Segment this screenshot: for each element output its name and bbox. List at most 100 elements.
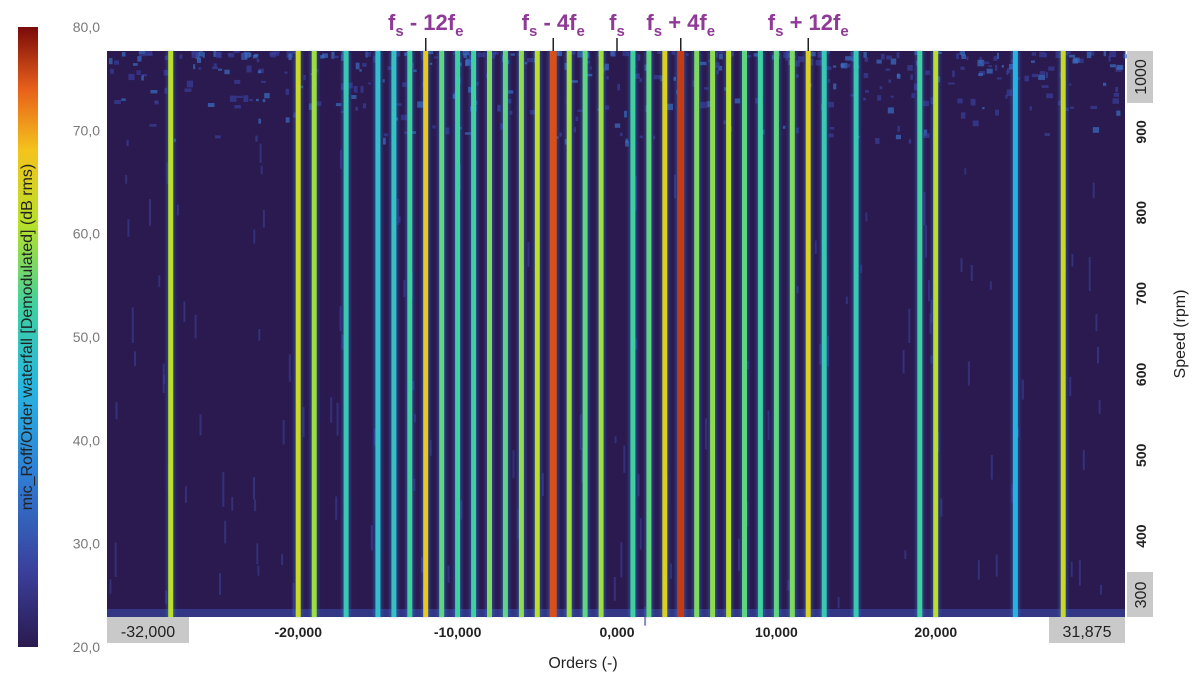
noise-speck — [1045, 72, 1048, 79]
noise-speck — [865, 90, 869, 93]
noise-speck — [158, 275, 161, 287]
noise-speck — [276, 52, 280, 56]
noise-speck — [613, 577, 616, 601]
noise-speck — [911, 93, 915, 98]
order-line — [455, 51, 461, 617]
noise-speck — [559, 132, 563, 137]
noise-speck — [236, 95, 243, 98]
annotation-label: fs — [609, 10, 625, 40]
speed-tick-label: 600 — [1133, 363, 1149, 387]
noise-speck — [860, 264, 863, 273]
noise-speck — [216, 51, 221, 57]
noise-speck — [1069, 376, 1072, 397]
noise-speck — [666, 103, 673, 111]
noise-speck — [606, 76, 609, 80]
noise-speck — [150, 90, 158, 94]
order-line — [1012, 51, 1018, 617]
noise-speck — [996, 77, 1002, 80]
noise-speck — [614, 436, 617, 444]
noise-speck — [970, 98, 976, 106]
noise-speck — [782, 125, 786, 129]
noise-speck — [1005, 94, 1008, 99]
noise-speck — [902, 349, 905, 374]
x-tick-label: 0,000 — [599, 624, 634, 640]
noise-speck — [960, 66, 965, 70]
noise-speck — [960, 258, 963, 272]
noise-speck — [302, 407, 305, 438]
noise-speck — [478, 52, 485, 58]
noise-speck — [1067, 51, 1071, 54]
noise-speck — [497, 105, 501, 112]
noise-speck — [184, 486, 187, 503]
noise-speck — [718, 51, 724, 54]
noise-speck — [254, 499, 257, 512]
noise-speck — [398, 216, 401, 223]
noise-speck — [1006, 89, 1013, 97]
order-line — [423, 51, 429, 617]
noise-speck — [829, 127, 835, 130]
colorbar-tick-label: 60,0 — [73, 226, 100, 242]
noise-speck — [657, 51, 662, 54]
noise-speck — [529, 110, 536, 115]
noise-speck — [1112, 98, 1119, 104]
noise-speck — [1039, 71, 1046, 75]
speed-tick-label: 700 — [1133, 282, 1149, 306]
colorbar-ticks: 20,0 30,0 40,0 50,0 60,0 70,0 80,0 — [73, 19, 100, 655]
noise-speck — [114, 60, 119, 65]
noise-speck — [218, 68, 223, 71]
noise-speck — [1079, 58, 1084, 64]
noise-speck — [716, 70, 719, 75]
noise-speck — [138, 51, 146, 55]
noise-speck — [923, 133, 930, 138]
colorbar-tick-label: 30,0 — [73, 536, 100, 552]
noise-speck — [527, 58, 534, 63]
noise-speck — [512, 450, 515, 479]
noise-speck — [134, 351, 136, 367]
noise-speck — [125, 174, 128, 184]
noise-speck — [246, 65, 252, 73]
noise-speck — [1001, 65, 1004, 68]
noise-speck — [213, 63, 217, 68]
noise-speck — [876, 59, 882, 64]
noise-speck — [196, 57, 202, 63]
noise-speck — [417, 101, 424, 108]
noise-speck — [925, 70, 931, 75]
noise-speck — [885, 68, 891, 71]
noise-speck — [240, 53, 245, 59]
order-line — [502, 51, 508, 617]
noise-speck — [983, 61, 990, 64]
noise-speck — [353, 86, 358, 93]
noise-speck — [288, 53, 292, 61]
noise-speck — [427, 51, 434, 55]
noise-speck — [163, 374, 166, 384]
noise-speck — [907, 65, 913, 71]
noise-speck — [978, 73, 983, 77]
noise-speck — [863, 97, 867, 101]
noise-speck — [716, 51, 719, 58]
noise-speck — [699, 61, 707, 66]
noise-speck — [978, 71, 985, 76]
speed-end-box-bottom — [1127, 572, 1153, 617]
noise-speck — [288, 354, 291, 382]
noise-speck — [146, 53, 153, 56]
colorbar-tick-label: 80,0 — [73, 19, 100, 35]
noise-speck — [131, 307, 134, 344]
noise-speck — [670, 563, 673, 579]
noise-speck — [896, 74, 901, 79]
order-line — [646, 51, 652, 617]
x-end-label-box-left — [107, 617, 189, 643]
noise-speck — [193, 64, 196, 70]
noise-speck — [176, 204, 179, 216]
noise-speck — [383, 137, 386, 145]
noise-speck — [362, 103, 367, 109]
noise-speck — [228, 52, 235, 58]
noise-speck — [798, 56, 804, 63]
noise-speck — [253, 229, 256, 244]
noise-speck — [447, 565, 450, 583]
x-end-label-left: -32,000 — [121, 624, 175, 641]
noise-speck — [1046, 93, 1053, 99]
noise-speck — [219, 573, 221, 595]
noise-speck — [832, 65, 837, 68]
noise-speck — [207, 103, 215, 107]
plot-area — [107, 51, 1125, 617]
